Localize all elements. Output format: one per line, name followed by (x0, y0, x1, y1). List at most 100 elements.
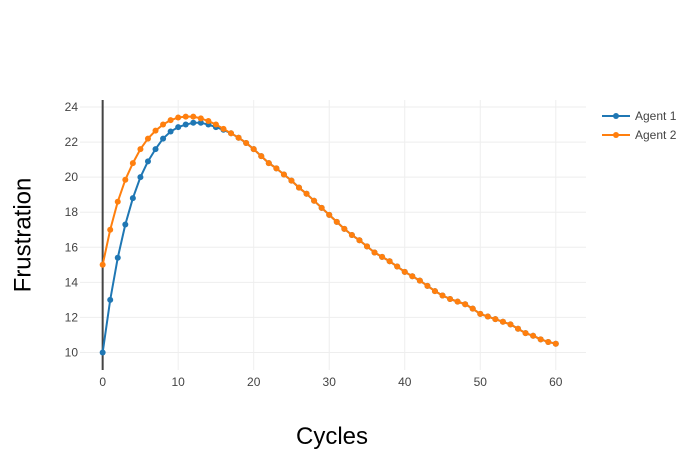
data-point (515, 325, 522, 332)
x-tick-label: 30 (323, 375, 337, 389)
data-point (318, 204, 325, 211)
data-point (160, 135, 167, 142)
data-point (341, 225, 348, 232)
y-tick-label: 24 (65, 100, 79, 114)
data-point (348, 232, 355, 238)
y-tick-label: 12 (65, 310, 79, 324)
data-point (424, 282, 431, 289)
data-point (469, 305, 476, 312)
x-tick-label: 50 (474, 375, 488, 389)
data-point (250, 146, 257, 153)
data-point (144, 158, 151, 165)
legend: Agent 1 Agent 2 (602, 109, 677, 142)
data-point (137, 146, 144, 153)
data-point (122, 176, 129, 183)
data-point (296, 184, 303, 191)
data-point (99, 261, 106, 268)
data-point (152, 146, 159, 153)
x-tick-label: 0 (99, 375, 106, 389)
data-point (492, 316, 499, 323)
data-point (175, 114, 182, 121)
data-point (484, 313, 491, 320)
data-point (454, 298, 461, 305)
data-point (107, 296, 114, 303)
data-point (371, 249, 378, 256)
data-point (499, 318, 506, 325)
data-point (363, 243, 370, 250)
y-tick-label: 10 (65, 345, 79, 359)
data-point (114, 254, 121, 261)
data-point (326, 211, 333, 218)
y-axis-title: Frustration (9, 178, 36, 293)
data-point (243, 139, 250, 146)
y-tick-label: 22 (65, 135, 79, 149)
data-point (122, 221, 129, 228)
grid (80, 100, 586, 370)
data-point (228, 130, 235, 137)
plot-area (99, 113, 559, 356)
data-point (379, 253, 386, 260)
data-point (273, 165, 280, 172)
data-point (235, 134, 242, 141)
x-tick-label: 20 (247, 375, 261, 389)
data-point (280, 171, 287, 178)
data-point (205, 118, 212, 125)
data-point (129, 195, 136, 202)
data-point (144, 135, 151, 142)
data-point (175, 124, 182, 131)
legend-swatch-marker (613, 132, 619, 138)
data-point (447, 295, 454, 302)
data-point (439, 292, 446, 299)
y-tick-label: 18 (65, 205, 79, 219)
data-point (182, 113, 189, 120)
data-point (152, 127, 159, 134)
tick-labels: 10 12 14 16 18 20 22 24 0 10 20 30 40 50 60 (65, 100, 563, 389)
data-point (167, 117, 174, 124)
data-point (212, 121, 219, 128)
data-point (416, 277, 423, 284)
data-point (303, 190, 310, 197)
data-point (197, 119, 204, 126)
x-tick-label: 60 (549, 375, 563, 389)
data-point (160, 121, 167, 128)
y-tick-label: 14 (65, 275, 79, 289)
legend-item: Agent 2 (602, 128, 677, 142)
data-point (401, 268, 408, 275)
data-point (197, 115, 204, 122)
data-point (288, 177, 295, 184)
legend-label: Agent 1 (635, 109, 677, 123)
x-axis-title: Cycles (296, 423, 368, 450)
data-point (477, 310, 484, 317)
data-point (537, 336, 544, 343)
data-point (356, 237, 363, 244)
series-2 (99, 113, 559, 347)
legend-item: Agent 1 (602, 109, 677, 123)
data-point (137, 174, 144, 181)
data-point (258, 153, 265, 160)
data-point (507, 321, 514, 328)
data-point (333, 218, 340, 225)
legend-label: Agent 2 (635, 128, 677, 142)
data-point (462, 301, 469, 308)
data-point (129, 160, 136, 167)
data-point (394, 263, 401, 270)
data-point (114, 198, 121, 205)
y-tick-label: 16 (65, 240, 79, 254)
data-point (99, 349, 106, 356)
data-point (530, 332, 537, 339)
data-point (107, 226, 114, 233)
data-point (220, 125, 227, 132)
x-tick-label: 10 (171, 375, 185, 389)
data-point (522, 330, 529, 337)
data-point (552, 340, 559, 347)
data-point (182, 121, 189, 128)
data-point (167, 128, 174, 135)
data-point (409, 273, 416, 280)
data-point (311, 197, 318, 204)
legend-swatch-marker (613, 113, 619, 119)
data-point (265, 160, 272, 167)
data-point (190, 119, 197, 126)
y-tick-label: 20 (65, 170, 79, 184)
data-point (545, 338, 552, 345)
